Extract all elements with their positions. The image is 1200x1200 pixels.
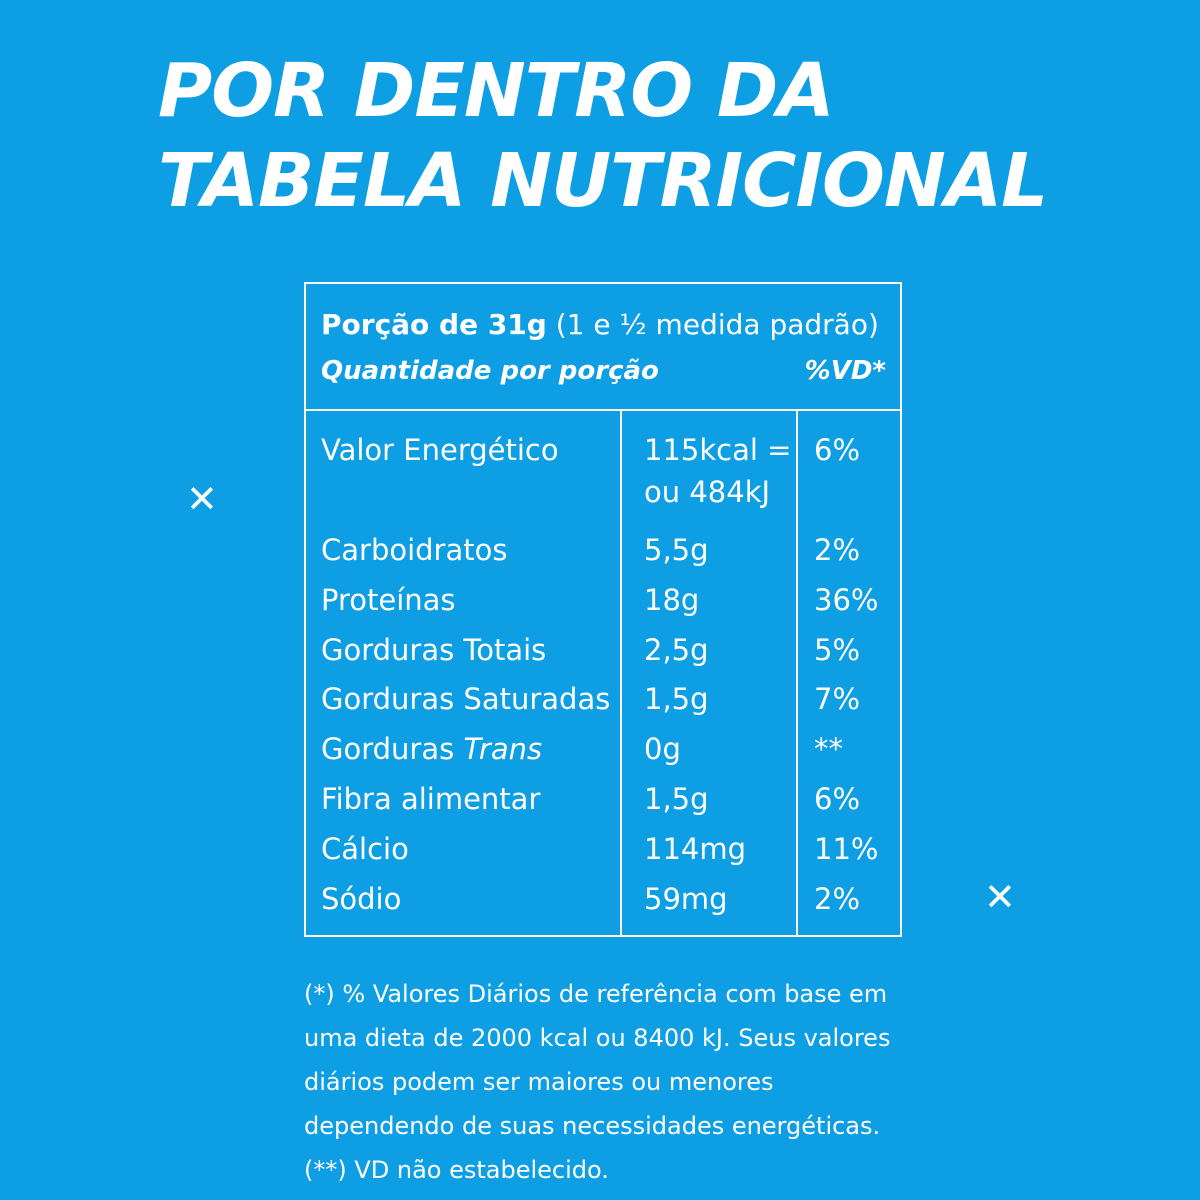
row-vd: 2% [814, 533, 861, 567]
title-line-2: TABELA NUTRICIONAL [158, 138, 1048, 224]
row-amount: 59mg [644, 882, 728, 916]
nutrition-table: Porção de 31g (1 e ½ medida padrão) Quan… [304, 282, 902, 937]
row-vd: 7% [814, 682, 861, 716]
row-amount: 0g [644, 732, 681, 766]
row-name: Proteínas [321, 583, 456, 617]
column-divider [796, 411, 798, 935]
row-amount: 5,5g [644, 533, 709, 567]
row-vd: ** [814, 732, 843, 766]
row-vd: 2% [814, 882, 861, 916]
row-name: Fibra alimentar [321, 782, 541, 816]
row-name-main: Gorduras [321, 732, 455, 766]
page-title: POR DENTRO DA TABELA NUTRICIONAL [158, 46, 1048, 226]
row-amount: 2,5g [644, 633, 709, 667]
quantity-label: Quantidade por porção [321, 356, 659, 386]
portion-line: Porção de 31g (1 e ½ medida padrão) [321, 308, 879, 341]
row-vd: 11% [814, 832, 879, 866]
footnote: (*) % Valores Diários de referência com … [304, 980, 891, 1184]
row-amount: 1,5g [644, 782, 709, 816]
vd-label: %VD* [804, 356, 886, 386]
column-divider [620, 411, 622, 935]
row-amount: 1,5g [644, 682, 709, 716]
row-name: Gorduras Trans [321, 731, 542, 767]
row-vd: 36% [814, 583, 879, 617]
portion-measure: (1 e ½ medida padrão) [555, 308, 879, 341]
row-name: Carboidratos [321, 533, 508, 567]
cross-icon: ✕ [984, 875, 1016, 919]
row-name: Sódio [321, 882, 402, 916]
row-amount: 18g [644, 583, 700, 617]
table-header: Porção de 31g (1 e ½ medida padrão) Quan… [306, 284, 900, 411]
row-name: Gorduras Totais [321, 633, 547, 667]
row-name: Valor Energético [321, 433, 559, 467]
row-name-italic: Trans [463, 732, 543, 766]
row-vd: 6% [814, 782, 861, 816]
row-name: Cálcio [321, 832, 409, 866]
row-name: Gorduras Saturadas [321, 682, 611, 716]
cross-icon: ✕ [186, 477, 218, 521]
row-vd: 5% [814, 633, 861, 667]
row-amount: 115kcal = [644, 433, 792, 467]
row-amount: 114mg [644, 832, 747, 866]
portion-size: Porção de 31g [321, 308, 547, 341]
row-amount-alt: ou 484kJ [644, 475, 771, 509]
row-vd: 6% [814, 433, 861, 467]
title-line-1: POR DENTRO DA [158, 48, 835, 134]
